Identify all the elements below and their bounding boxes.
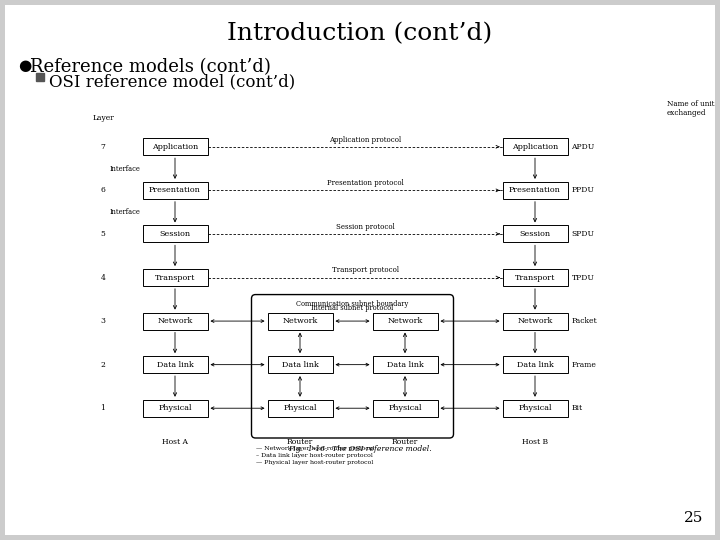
FancyBboxPatch shape	[503, 225, 567, 242]
FancyBboxPatch shape	[503, 356, 567, 373]
Text: Application: Application	[512, 143, 558, 151]
Text: Bit: Bit	[572, 404, 582, 412]
Text: Session protocol: Session protocol	[336, 223, 395, 231]
Text: Network: Network	[157, 317, 193, 325]
Text: Presentation: Presentation	[149, 186, 201, 194]
Text: 2: 2	[101, 361, 105, 369]
Text: APDU: APDU	[572, 143, 595, 151]
Text: — Physical layer host-router protocol: — Physical layer host-router protocol	[256, 460, 373, 465]
Text: Session: Session	[159, 230, 191, 238]
Text: 3: 3	[101, 317, 106, 325]
Text: Physical: Physical	[518, 404, 552, 412]
Text: Network: Network	[387, 317, 423, 325]
Text: – Data link layer host-router protocol: – Data link layer host-router protocol	[256, 453, 372, 458]
Text: Router: Router	[392, 438, 418, 446]
Text: Router: Router	[287, 438, 313, 446]
Text: Introduction (cont’d): Introduction (cont’d)	[228, 22, 492, 45]
Text: Frame: Frame	[572, 361, 596, 369]
Text: Physical: Physical	[388, 404, 422, 412]
Text: Physical: Physical	[283, 404, 317, 412]
Text: Name of unit
exchanged: Name of unit exchanged	[667, 100, 714, 117]
Text: Network: Network	[517, 317, 553, 325]
FancyBboxPatch shape	[372, 356, 438, 373]
Text: Application: Application	[152, 143, 198, 151]
FancyBboxPatch shape	[268, 356, 333, 373]
Text: Host A: Host A	[162, 438, 188, 446]
Text: Packet: Packet	[572, 317, 597, 325]
FancyBboxPatch shape	[503, 138, 567, 156]
Text: Layer: Layer	[93, 114, 114, 122]
FancyBboxPatch shape	[36, 73, 44, 81]
Text: Communication subnet boundary: Communication subnet boundary	[297, 300, 409, 308]
Text: Network: Network	[282, 317, 318, 325]
Text: Application protocol: Application protocol	[329, 136, 401, 144]
Text: Session: Session	[519, 230, 551, 238]
Text: Internal subnet protocol: Internal subnet protocol	[311, 303, 394, 312]
Text: Presentation protocol: Presentation protocol	[327, 179, 403, 187]
Text: Physical: Physical	[158, 404, 192, 412]
FancyBboxPatch shape	[143, 400, 207, 417]
Text: Data link: Data link	[387, 361, 423, 369]
FancyBboxPatch shape	[372, 400, 438, 417]
Text: 1: 1	[101, 404, 105, 412]
Text: — Network layer host-router protocol: — Network layer host-router protocol	[256, 446, 374, 451]
Text: Data link: Data link	[282, 361, 318, 369]
Text: 6: 6	[101, 186, 105, 194]
FancyBboxPatch shape	[503, 313, 567, 329]
FancyBboxPatch shape	[143, 182, 207, 199]
Text: 5: 5	[101, 230, 105, 238]
Text: Host B: Host B	[522, 438, 548, 446]
Text: Transport: Transport	[515, 273, 555, 281]
Text: PPDU: PPDU	[572, 186, 595, 194]
FancyBboxPatch shape	[268, 400, 333, 417]
Text: Transport protocol: Transport protocol	[331, 267, 398, 274]
FancyBboxPatch shape	[143, 269, 207, 286]
Text: Data link: Data link	[156, 361, 194, 369]
Text: Data link: Data link	[516, 361, 554, 369]
Text: 4: 4	[101, 273, 105, 281]
FancyBboxPatch shape	[143, 356, 207, 373]
FancyBboxPatch shape	[5, 5, 715, 535]
Text: Reference models (cont’d): Reference models (cont’d)	[30, 58, 271, 76]
Text: OSI reference model (cont’d): OSI reference model (cont’d)	[49, 73, 295, 90]
FancyBboxPatch shape	[372, 313, 438, 329]
FancyBboxPatch shape	[143, 225, 207, 242]
Text: ●: ●	[18, 58, 31, 73]
Text: Interface: Interface	[109, 208, 140, 216]
Text: Fig.  1-16.  The OSI reference model.: Fig. 1-16. The OSI reference model.	[288, 445, 432, 453]
FancyBboxPatch shape	[268, 313, 333, 329]
FancyBboxPatch shape	[503, 400, 567, 417]
FancyBboxPatch shape	[503, 269, 567, 286]
Text: Presentation: Presentation	[509, 186, 561, 194]
FancyBboxPatch shape	[503, 182, 567, 199]
Text: 25: 25	[683, 511, 703, 525]
Text: Interface: Interface	[109, 165, 140, 173]
FancyBboxPatch shape	[143, 313, 207, 329]
FancyBboxPatch shape	[143, 138, 207, 156]
Text: 7: 7	[101, 143, 105, 151]
Text: SPDU: SPDU	[572, 230, 595, 238]
Text: Transport: Transport	[155, 273, 195, 281]
Text: TPDU: TPDU	[572, 273, 595, 281]
